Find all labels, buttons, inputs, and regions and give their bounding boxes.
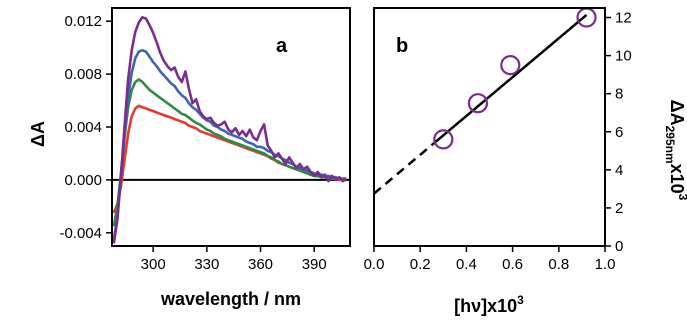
b-xtick-label: 1.0 (595, 256, 616, 273)
b-xtick-label: 0.2 (410, 256, 431, 273)
fit-line (430, 14, 588, 147)
series-line-2 (112, 78, 347, 227)
series-line-1 (112, 48, 347, 240)
a-ytick-label: -0.004 (59, 225, 102, 242)
a-ytick-label: 0.008 (64, 66, 102, 83)
a-xtick-label: 330 (194, 256, 219, 273)
panel-a-series (112, 15, 350, 244)
panel-a-xlabel: wavelength / nm (160, 289, 301, 309)
a-xtick-label: 300 (141, 256, 166, 273)
panel-a-frame (111, 7, 351, 247)
panel-a-label: a (276, 35, 288, 57)
panel-b-ylabel-suffix: x10 (667, 164, 687, 194)
b-ytick-label: 2 (615, 200, 623, 217)
panel-b-ylabel: ΔA295nmx103 (663, 100, 687, 201)
a-ytick-label: 0.000 (64, 172, 102, 189)
b-ytick-label: 4 (615, 162, 623, 179)
panel-b-ylabel-sup: 3 (676, 194, 687, 201)
a-ytick-label: 0.012 (64, 13, 102, 30)
b-xtick-label: 0.0 (364, 256, 385, 273)
b-ytick-label: 12 (615, 10, 632, 27)
b-xtick-label: 0.8 (548, 256, 569, 273)
a-ytick-label: 0.004 (64, 119, 102, 136)
panel-b-label: b (396, 35, 408, 57)
a-xtick-label: 360 (248, 256, 273, 273)
b-xtick-label: 0.6 (502, 256, 523, 273)
data-point (576, 7, 597, 28)
series-line-3 (112, 104, 347, 214)
panel-a: 300 330 360 390 -0.004 0.000 0.004 0.008 0.012 a… (28, 7, 351, 309)
panel-b-xlabel-main: [hν]x10 (454, 296, 517, 316)
panel-b-ylabel-sub: 295nm (663, 126, 677, 164)
data-point (500, 55, 521, 76)
a-xtick-label: 390 (302, 256, 327, 273)
panel-b-points (433, 7, 597, 150)
data-point (467, 93, 489, 114)
panel-b-ylabel-main: ΔA (667, 100, 687, 126)
b-ytick-label: 0 (615, 238, 623, 255)
panel-a-ticks: 300 330 360 390 -0.004 0.000 0.004 0.008 0.012 (59, 13, 326, 273)
panel-b-ticks: 0.0 0.2 0.4 0.6 0.8 1.00 2 4 6 8 10 12 (364, 10, 632, 273)
panel-b-xlabel-sup: 3 (517, 293, 524, 307)
b-ytick-label: 8 (615, 86, 623, 103)
panel-b-frame (373, 7, 606, 247)
b-xtick-label: 0.4 (456, 256, 477, 273)
fit-line-extrapolated (373, 144, 433, 195)
b-ytick-label: 6 (615, 124, 623, 141)
panel-b-fit (373, 14, 588, 195)
panel-a-ylabel: ΔA (28, 121, 48, 147)
data-point (433, 129, 454, 150)
panel-b-xlabel: [hν]x103 (454, 293, 524, 316)
b-ytick-label: 10 (615, 48, 632, 65)
series-line-0 (112, 15, 348, 244)
